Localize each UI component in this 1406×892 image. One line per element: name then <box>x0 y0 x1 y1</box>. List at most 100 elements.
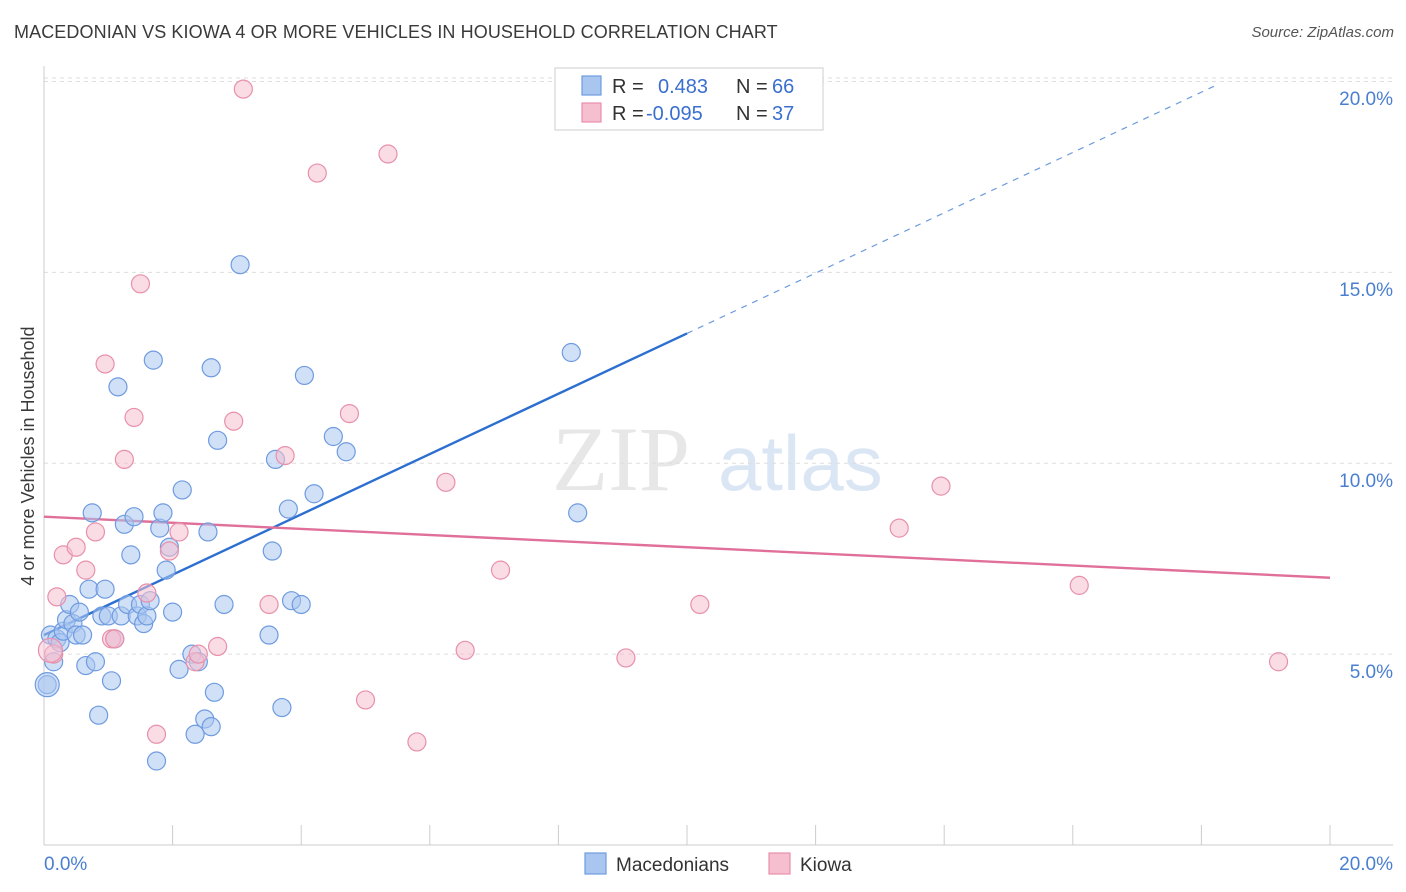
axes <box>43 66 1393 846</box>
point-macedonians-58 <box>291 594 311 615</box>
point-macedonians-21 <box>108 377 128 397</box>
point-kiowa-27 <box>407 732 427 752</box>
point-kiowa-22 <box>275 445 295 466</box>
y-tick-label-10: 10.0% <box>1339 471 1393 492</box>
watermark: ZIP atlas <box>552 408 883 510</box>
point-macedonians-13 <box>82 503 102 523</box>
point-kiowa-24 <box>339 403 360 424</box>
point-macedonians-25 <box>121 545 141 565</box>
y-tick-label-15: 15.0% <box>1339 280 1393 301</box>
point-kiowa-34 <box>931 476 951 496</box>
point-macedonians-17 <box>95 579 115 599</box>
point-kiowa-30 <box>490 560 511 580</box>
point-macedonians-cluster <box>34 672 60 698</box>
legend-r-label-2: R = <box>612 103 644 125</box>
point-macedonians-55 <box>272 697 292 718</box>
point-kiowa-13 <box>146 724 167 744</box>
point-macedonians-63 <box>561 342 581 363</box>
point-macedonians-62 <box>336 442 356 462</box>
point-kiowa-1 <box>47 587 67 607</box>
point-macedonians-56 <box>278 499 298 519</box>
legend-n-label-2: N = <box>736 103 768 125</box>
point-kiowa-0 <box>44 644 64 664</box>
data-points <box>34 79 1289 771</box>
point-macedonians-12 <box>79 579 99 599</box>
legend-n-value-2: 37 <box>772 103 794 125</box>
point-kiowa-32 <box>690 594 710 615</box>
point-kiowa-18 <box>208 636 228 657</box>
point-macedonians-9 <box>69 602 89 622</box>
point-macedonians-33 <box>146 751 167 771</box>
point-macedonians-59 <box>294 365 315 386</box>
point-kiowa-3 <box>66 537 86 557</box>
point-kiowa-36 <box>1268 652 1289 672</box>
legend-r-value-1: 0.483 <box>658 76 708 98</box>
point-kiowa-4 <box>76 560 96 580</box>
point-macedonians-40 <box>172 480 192 500</box>
trend-lines <box>43 85 1331 637</box>
point-macedonians-42 <box>185 724 205 744</box>
grid <box>44 77 1393 655</box>
point-macedonians-36 <box>156 560 176 580</box>
point-macedonians-35 <box>153 503 173 523</box>
point-kiowa-12 <box>137 583 157 603</box>
point-macedonians-49 <box>208 430 228 450</box>
point-kiowa-33 <box>889 518 909 538</box>
point-macedonians-64 <box>568 503 588 523</box>
point-macedonians-10 <box>72 625 93 645</box>
point-kiowa-21 <box>259 594 279 615</box>
point-macedonians-15 <box>89 705 109 725</box>
x-tick-label-0: 0.0% <box>44 854 87 875</box>
point-kiowa-26 <box>378 144 398 164</box>
point-kiowa-15 <box>169 522 189 542</box>
point-kiowa-17 <box>188 644 208 664</box>
series-legend-label-kiowa: Kiowa <box>800 855 852 876</box>
legend-n-label-1: N = <box>736 76 768 98</box>
point-kiowa-11 <box>130 274 151 294</box>
point-kiowa-6 <box>95 354 115 374</box>
point-macedonians-14 <box>85 652 106 672</box>
point-kiowa-8 <box>105 629 125 649</box>
point-macedonians-26 <box>124 507 144 527</box>
point-macedonians-48 <box>204 682 224 702</box>
series-legend: Macedonians Kiowa <box>584 852 852 876</box>
point-kiowa-35 <box>1069 575 1089 595</box>
point-kiowa-23 <box>307 163 327 183</box>
point-kiowa-10 <box>124 407 144 428</box>
point-kiowa-25 <box>355 690 376 710</box>
point-kiowa-5 <box>85 522 106 542</box>
point-macedonians-46 <box>201 717 221 737</box>
point-kiowa-28 <box>436 472 456 492</box>
y-tick-label-5: 5.0% <box>1350 662 1393 683</box>
point-macedonians-38 <box>163 602 183 622</box>
series-legend-label-macedonians: Macedonians <box>616 855 729 876</box>
x-tick-label-20: 20.0% <box>1339 854 1393 875</box>
point-macedonians-60 <box>304 484 324 504</box>
point-macedonians-45 <box>198 522 218 542</box>
legend-r-label-1: R = <box>612 76 644 98</box>
point-macedonians-61 <box>323 426 343 447</box>
legend-swatch-kiowa <box>581 102 602 123</box>
correlation-legend: R = 0.483 N = 66 R = -0.095 N = 37 <box>554 67 824 131</box>
point-macedonians-53 <box>262 541 282 561</box>
point-kiowa-cluster <box>37 637 64 663</box>
point-kiowa-20 <box>233 79 253 99</box>
watermark-zip: ZIP <box>552 408 690 510</box>
y-tick-label-20: 20.0% <box>1339 89 1393 110</box>
point-kiowa-19 <box>224 411 244 431</box>
point-macedonians-52 <box>259 625 279 645</box>
chart-title: MACEDONIAN VS KIOWA 4 OR MORE VEHICLES I… <box>14 22 778 42</box>
source-credit: Source: ZipAtlas.com <box>1251 24 1394 41</box>
series-legend-swatch-kiowa <box>768 852 791 875</box>
legend-swatch-macedonians <box>581 75 602 96</box>
point-macedonians-51 <box>230 255 250 275</box>
point-macedonians-50 <box>214 594 234 615</box>
point-kiowa-9 <box>114 449 134 470</box>
legend-n-value-1: 66 <box>772 76 794 98</box>
point-macedonians-47 <box>201 358 221 378</box>
point-macedonians-39 <box>169 659 189 679</box>
trend-extension-macedonians <box>686 85 1215 334</box>
series-legend-swatch-macedonians <box>584 852 607 875</box>
point-macedonians-19 <box>101 671 122 691</box>
point-macedonians-32 <box>143 350 163 370</box>
